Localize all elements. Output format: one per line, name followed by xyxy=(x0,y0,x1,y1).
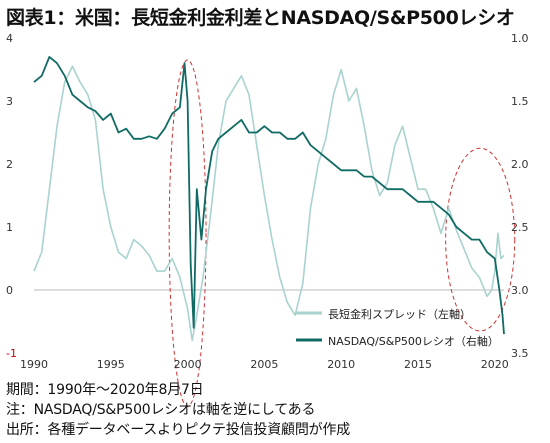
series-line-ratio xyxy=(33,56,505,335)
legend-label-ratio: NASDAQ/S&P500レシオ（右軸） xyxy=(328,334,499,348)
left-axis-tick-label: -1 xyxy=(6,347,17,360)
right-axis-tick-label: 2.5 xyxy=(511,221,529,234)
note-source: 出所：各種データベースよりピクテ投信投資顧問が作成 xyxy=(6,422,351,438)
right-axis-tick-label: 1.5 xyxy=(511,95,529,108)
left-axis-tick-label: 1 xyxy=(6,221,13,234)
note-period: 期間：1990年～2020年8月7日 xyxy=(6,382,204,398)
left-axis-tick-label: 0 xyxy=(6,284,13,297)
x-axis-tick-label: 2015 xyxy=(404,358,432,371)
left-y-axis: 4 3 2 1 0 -1 xyxy=(6,32,17,360)
right-axis-tick-label: 3.0 xyxy=(511,284,529,297)
legend-label-spread: 長短金利スプレッド（左軸） xyxy=(328,307,471,321)
note-axis-inverted: 注：NASDAQ/S&P500レシオは軸を逆にしてある xyxy=(6,402,316,418)
annotation-layer xyxy=(168,59,516,408)
highlight-ellipse-2 xyxy=(445,147,516,332)
x-axis: 1990 1995 2000 2005 2010 2015 2020 xyxy=(20,358,509,371)
x-axis-tick-label: 1990 xyxy=(20,358,48,371)
x-axis-tick-label: 1995 xyxy=(97,358,125,371)
x-axis-tick-label: 2000 xyxy=(174,358,202,371)
left-axis-tick-label: 2 xyxy=(6,158,13,171)
x-axis-tick-label: 2005 xyxy=(250,358,278,371)
x-axis-tick-label: 2010 xyxy=(327,358,355,371)
page-title: 図表1：米国：長短金利金利差とNASDAQ/S&P500レシオ xyxy=(6,7,515,29)
right-y-axis: 1.0 1.5 2.0 2.5 3.0 3.5 xyxy=(511,32,529,360)
right-axis-tick-label: 3.5 xyxy=(511,347,529,360)
left-axis-tick-label: 3 xyxy=(6,95,13,108)
chart-legend: 長短金利スプレッド（左軸） NASDAQ/S&P500レシオ（右軸） xyxy=(296,307,499,348)
right-axis-tick-label: 2.0 xyxy=(511,158,529,171)
x-axis-tick-label: 2020 xyxy=(481,358,509,371)
right-axis-tick-label: 1.0 xyxy=(511,32,529,45)
series-layer xyxy=(33,56,505,342)
left-axis-tick-label: 4 xyxy=(6,32,13,45)
series-line-spread xyxy=(33,65,505,342)
highlight-ellipse-1 xyxy=(168,59,207,408)
